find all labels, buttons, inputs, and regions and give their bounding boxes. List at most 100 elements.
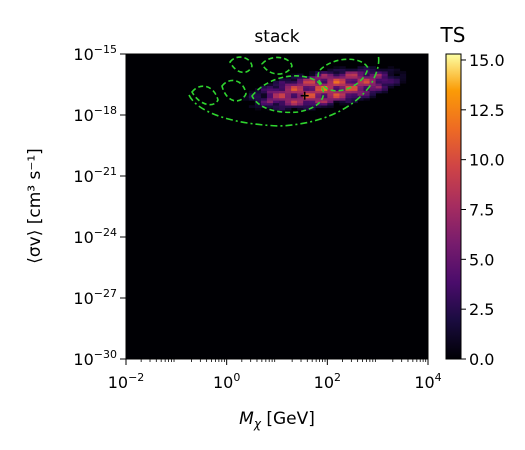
heatmap-cell <box>333 80 340 84</box>
contour-dash-dot <box>188 54 380 127</box>
heatmap-cell <box>327 88 334 91</box>
heatmap-cell <box>254 107 262 111</box>
heatmap-cell <box>345 95 352 99</box>
heatmap-cell <box>303 95 310 99</box>
heatmap-cell <box>399 78 407 82</box>
heatmap-cell <box>333 73 340 77</box>
heatmap-cell <box>291 90 298 94</box>
heatmap-cell <box>297 88 304 91</box>
heatmap-cell <box>279 97 286 101</box>
heatmap-cell <box>297 85 304 89</box>
heatmap-cell <box>303 100 310 104</box>
heatmap-cell <box>327 73 334 77</box>
heatmap-cell <box>339 71 346 74</box>
heatmap-cell <box>357 90 364 94</box>
heatmap-cell <box>285 88 292 91</box>
heatmap-cell <box>291 75 298 79</box>
heatmap-cell <box>393 80 401 84</box>
contour-dashed-2 <box>221 79 247 102</box>
heatmap-cell <box>393 75 401 79</box>
heatmap-cell <box>333 66 340 69</box>
heatmap-cell <box>387 71 395 74</box>
heatmap-cell <box>272 102 280 106</box>
heatmap-cell <box>345 85 352 89</box>
heatmap-cell <box>351 97 358 101</box>
heatmap-cell <box>279 105 286 108</box>
heatmap-cell <box>345 73 352 77</box>
heatmap-cell <box>260 85 268 89</box>
heatmap-cell <box>393 78 401 82</box>
heatmap-cell <box>321 80 328 84</box>
contour-dashed-5 <box>261 56 293 75</box>
heatmap-cell <box>321 83 328 87</box>
y-tick-label: 10−24 <box>73 226 117 247</box>
heatmap-cell <box>357 71 364 74</box>
heatmap-cell <box>266 93 274 96</box>
heatmap-cell <box>351 80 358 84</box>
heatmap-cell <box>345 80 352 84</box>
heatmap-cell <box>279 85 286 89</box>
heatmap-cell <box>272 85 280 89</box>
heatmap-cell <box>260 97 268 101</box>
heatmap-cell <box>321 88 328 91</box>
heatmap-cell <box>285 83 292 87</box>
heatmap-cell <box>279 110 286 113</box>
heatmap-cell <box>248 105 256 108</box>
heatmap-cell <box>309 85 316 89</box>
heatmap-cell <box>272 97 280 101</box>
heatmap-cell <box>242 95 250 99</box>
heatmap-cell <box>363 93 370 96</box>
y-tick-label: 10−18 <box>73 104 117 125</box>
y-tick-label: 10−30 <box>73 348 117 369</box>
heatmap-cell <box>399 73 407 77</box>
heatmap-cell <box>333 95 340 99</box>
heatmap-cell <box>266 88 274 91</box>
heatmap-cell <box>279 102 286 106</box>
heatmap-cell <box>285 100 292 104</box>
heatmap-cell <box>369 71 376 74</box>
heatmap-cell <box>266 83 274 87</box>
heatmap-cell <box>309 83 316 87</box>
heatmap-cell <box>291 83 298 87</box>
heatmap-cell <box>357 83 364 87</box>
heatmap-cell <box>351 88 358 91</box>
heatmap-cell <box>279 88 286 91</box>
heatmap-cell <box>321 100 328 104</box>
heatmap-cell <box>387 83 395 87</box>
heatmap-cell <box>272 93 280 96</box>
heatmap-cell <box>339 100 346 104</box>
heatmap-cell <box>303 107 310 111</box>
colorbar-ticks: 0.0 2.5 5.0 7.5 10.0 12.5 15.0 <box>461 51 505 369</box>
heatmap-cell <box>363 90 370 94</box>
heatmap-cell <box>345 97 352 101</box>
heatmap-cell <box>375 78 382 82</box>
heatmap-cell <box>315 75 322 79</box>
contour-dashed-4 <box>229 56 253 74</box>
heatmap-cell <box>327 102 334 106</box>
heatmap-cell <box>387 66 395 69</box>
heatmap-cell <box>272 88 280 91</box>
heatmap-cell <box>291 93 298 96</box>
heatmap-cell <box>303 93 310 96</box>
heatmap-cell <box>309 105 316 108</box>
heatmap-cell <box>291 97 298 101</box>
colorbar-tick-label: 7.5 <box>469 200 494 219</box>
heatmap-cell <box>345 100 352 104</box>
heatmap-cell <box>327 68 334 72</box>
heatmap-cell <box>291 73 298 77</box>
x-tick-label: 102 <box>314 371 341 392</box>
heatmap-cell <box>327 80 334 84</box>
y-axis: 10−30 10−27 10−24 10−21 10−18 10−15 <box>73 43 126 369</box>
heatmap-cell <box>351 68 358 72</box>
heatmap-cell <box>357 85 364 89</box>
heatmap-cell <box>279 107 286 111</box>
colorbar-tick-label: 5.0 <box>469 250 494 269</box>
heatmap-cell <box>291 105 298 108</box>
heatmap-cell <box>345 68 352 72</box>
heatmap-cell <box>254 93 262 96</box>
heatmap-cell <box>339 80 346 84</box>
heatmap-cell <box>321 95 328 99</box>
heatmap-cell <box>327 85 334 89</box>
x-axis: 10−2 100 102 104 <box>108 359 442 392</box>
x-tick-label: 10−2 <box>108 371 145 392</box>
